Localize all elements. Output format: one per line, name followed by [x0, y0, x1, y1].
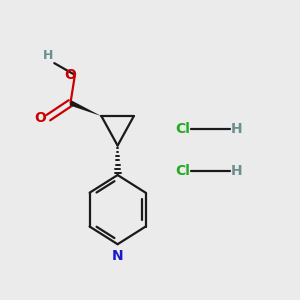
Text: O: O: [64, 68, 76, 82]
Text: H: H: [231, 122, 243, 136]
Text: Cl: Cl: [175, 122, 190, 136]
Polygon shape: [70, 100, 101, 116]
Text: H: H: [231, 164, 243, 178]
Text: N: N: [112, 249, 123, 262]
Text: Cl: Cl: [175, 164, 190, 178]
Text: H: H: [43, 49, 53, 62]
Text: O: O: [34, 111, 46, 124]
